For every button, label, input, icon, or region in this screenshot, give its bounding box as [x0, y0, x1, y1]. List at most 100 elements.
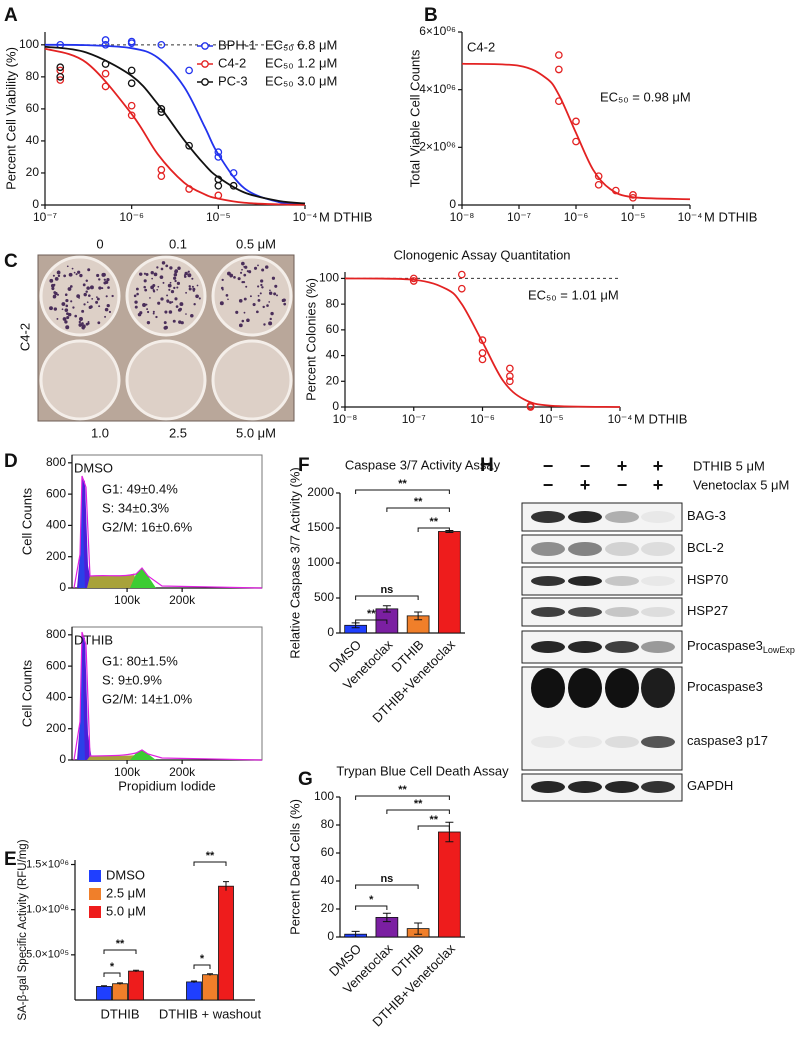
colony [175, 305, 179, 308]
x-tick-label: DTHIB [101, 1006, 140, 1021]
colony [63, 274, 67, 278]
colony [257, 264, 259, 267]
colony [156, 266, 159, 269]
significance-bracket [193, 964, 211, 969]
y-tick-label: 60 [26, 101, 40, 115]
colony [83, 292, 87, 297]
colony [174, 269, 179, 273]
data-point [127, 111, 136, 120]
colony [235, 310, 239, 314]
colony [269, 289, 271, 292]
colony [225, 294, 229, 297]
x-axis-label: M DTHIB [634, 411, 687, 426]
y-tick-label: 0 [32, 197, 39, 211]
y-tick-label: 1000 [307, 555, 334, 569]
colony [151, 277, 153, 280]
colony [168, 310, 173, 314]
significance-bracket [417, 527, 450, 532]
panel-label: E [4, 849, 17, 870]
colony [61, 302, 66, 306]
significance-label: ** [206, 850, 215, 862]
band-name: Procaspase3 [687, 679, 763, 694]
colony [268, 301, 271, 303]
panel-label: H [480, 455, 494, 476]
colony [157, 301, 161, 305]
colony [101, 272, 106, 277]
y-tick-label: 0 [327, 929, 334, 943]
error-bar [117, 982, 123, 985]
y-axis-label: Cell Counts [19, 659, 34, 727]
x-tick-label: 10⁻⁷ [402, 412, 426, 426]
y-tick-label: 0 [332, 399, 339, 413]
bar [438, 531, 461, 634]
colony [163, 326, 168, 330]
colony [89, 285, 94, 290]
colony [160, 267, 164, 271]
colony [259, 292, 262, 295]
data-point [629, 191, 637, 199]
y-tick-label: 100 [19, 37, 39, 51]
y-tick-label: 100 [314, 789, 334, 803]
colony [136, 292, 139, 296]
phase-label: G1: 49±0.4% [102, 481, 178, 496]
bar [218, 885, 234, 1001]
fit-curve [44, 45, 306, 205]
significance-bracket [355, 595, 419, 600]
treatment-sign: + [617, 456, 628, 476]
y-tick-label: 60 [321, 845, 335, 859]
colony [166, 294, 169, 297]
y-tick-label: 600 [46, 658, 66, 672]
colony [252, 302, 256, 307]
data-point [594, 172, 603, 181]
colony [265, 265, 269, 269]
bar [438, 831, 461, 938]
colony [266, 304, 269, 307]
band-name: GAPDH [687, 778, 733, 793]
colony [190, 314, 194, 318]
colony [86, 286, 90, 290]
band [641, 542, 675, 556]
band-label: BAG-3 [687, 508, 726, 523]
y-tick-label: 60 [326, 322, 340, 336]
significance-label: ** [429, 814, 438, 826]
colony [219, 301, 224, 306]
colony [69, 285, 73, 288]
colony [152, 289, 155, 292]
colony [101, 287, 104, 290]
colony [243, 297, 247, 301]
band [568, 576, 602, 586]
colony [81, 309, 85, 313]
colony [238, 323, 243, 328]
colony [220, 286, 224, 290]
x-axis-label: Propidium Iodide [118, 778, 216, 793]
colony [263, 323, 266, 326]
fit-curve [461, 62, 691, 201]
colony [185, 313, 187, 315]
colony [239, 271, 243, 274]
y-tick-label: 2000 [307, 485, 334, 499]
colony [66, 312, 69, 316]
colony [143, 279, 147, 283]
colony [169, 301, 172, 304]
colony [174, 279, 177, 283]
phase-label: G2/M: 16±0.6% [102, 519, 193, 534]
colony [227, 298, 229, 301]
bar [128, 970, 144, 1001]
fit-outline [73, 631, 263, 761]
significance-bracket [193, 861, 227, 866]
colony [49, 278, 54, 283]
dose-label: 0.1 [169, 236, 187, 251]
data-point [572, 117, 580, 126]
band [605, 607, 639, 617]
colony [66, 265, 69, 268]
colony [171, 301, 174, 303]
s-phase [87, 573, 138, 588]
y-axis-label: Percent Colonies (%) [303, 278, 318, 401]
x-tick-label: 200k [169, 765, 196, 779]
data-point [572, 137, 580, 146]
data-point [157, 40, 166, 49]
g1-peak-core [79, 487, 85, 588]
colony [268, 291, 273, 295]
colony [74, 314, 78, 318]
